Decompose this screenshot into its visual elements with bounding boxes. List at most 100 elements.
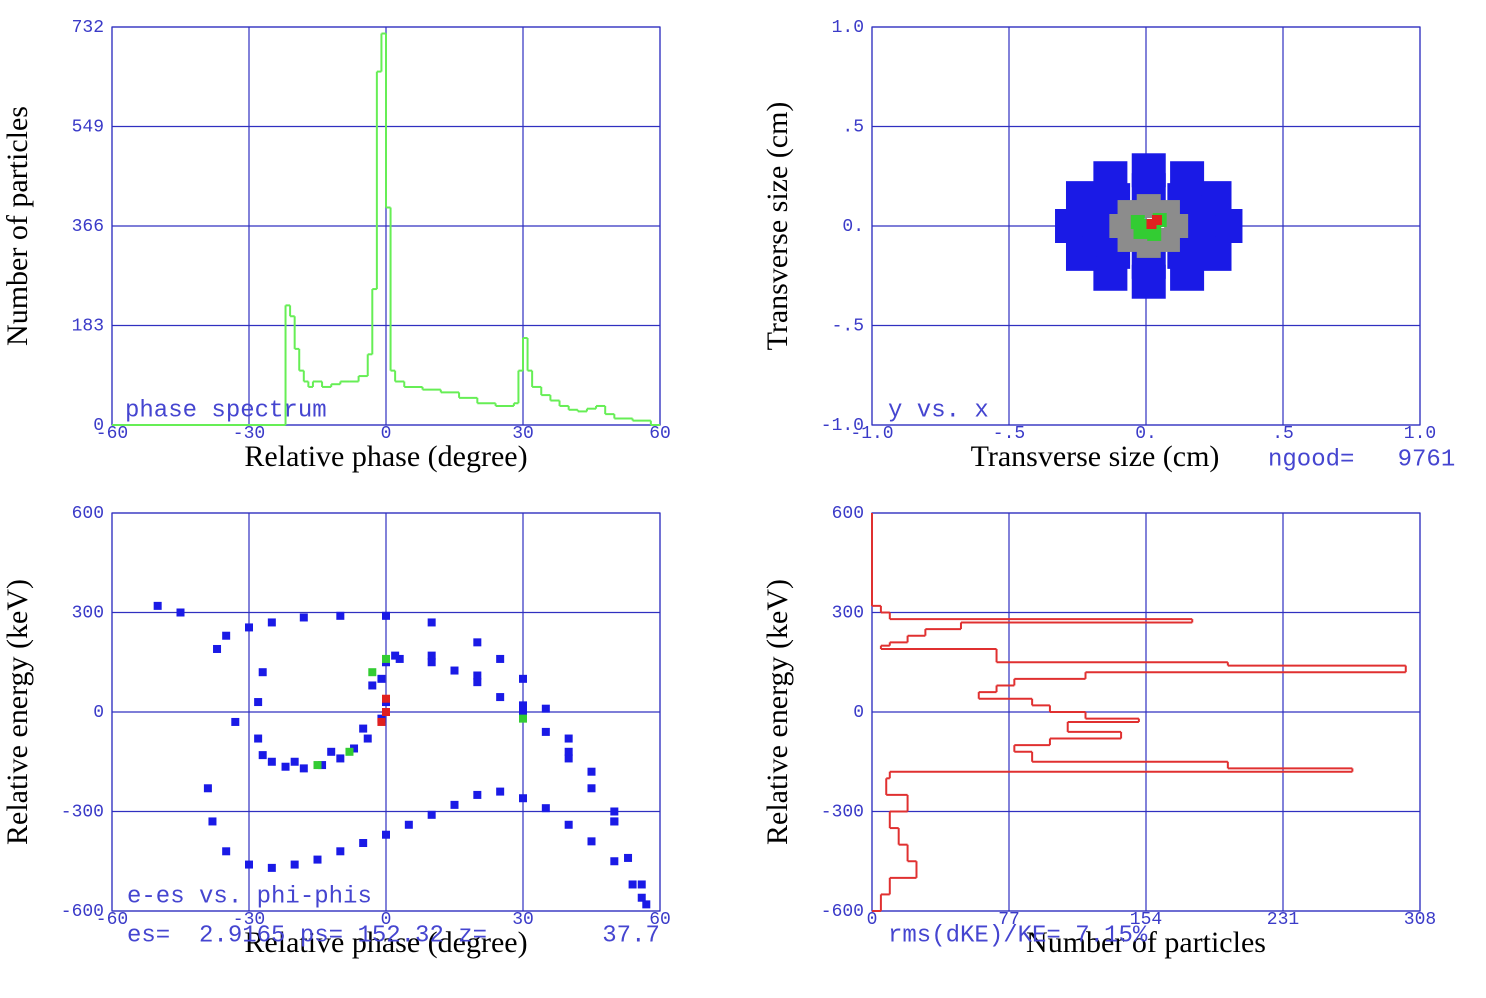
scatter-point: [564, 747, 573, 756]
scatter-point: [359, 839, 368, 848]
scatter-point: [267, 863, 276, 872]
y-axis-label: Number of particles: [1, 106, 34, 346]
x-tick-label: .5: [1272, 424, 1294, 444]
scatter-point: [222, 631, 231, 640]
x-tick-label: 0.: [1135, 424, 1157, 444]
y-tick-label: 0.: [842, 217, 864, 237]
x-tick-label: -30: [233, 424, 265, 444]
x-tick-label: -1.0: [850, 424, 893, 444]
y-tick-label: 0: [93, 416, 104, 436]
scatter-point: [318, 761, 327, 770]
scatter-point: [153, 601, 162, 610]
x-tick-label: 1.0: [1404, 424, 1436, 444]
scatter-point: [610, 807, 619, 816]
y-tick-label: 366: [72, 217, 104, 237]
scatter-point: [350, 744, 359, 753]
scatter-point: [382, 830, 390, 839]
y-tick-label: -300: [821, 802, 864, 822]
scatter-point: [208, 817, 217, 826]
y-tick-label: 600: [72, 504, 104, 524]
scatter-point: [587, 784, 596, 793]
scatter-point: [473, 678, 482, 687]
scatter-point: [496, 654, 505, 663]
x-tick-label: 0: [867, 910, 878, 930]
scatter-point: [258, 668, 267, 677]
y-tick-label: -.5: [832, 316, 864, 336]
annotation: rms(dKE)/KE= 7.15%: [888, 922, 1148, 949]
scatter-point: [519, 674, 527, 683]
annotation: phase spectrum: [125, 397, 327, 424]
scatter-point: [245, 623, 253, 632]
scatter-point: [382, 654, 390, 663]
scatter-point: [642, 900, 651, 909]
y-tick-label: 300: [72, 603, 104, 623]
x-axis-label: Transverse size (cm): [971, 440, 1220, 473]
x-tick-label: -.5: [993, 424, 1025, 444]
scatter-point: [473, 638, 482, 647]
scatter-point: [628, 880, 637, 889]
scatter-point: [473, 790, 482, 799]
annotation: e-es vs. phi-phis: [127, 883, 372, 910]
x-axis-label: Relative phase (degree): [244, 440, 527, 473]
scatter-point: [345, 747, 354, 756]
x-tick-label: 30: [512, 910, 534, 930]
scatter-point: [519, 714, 527, 723]
y-axis-label: Relative energy (keV): [761, 579, 794, 845]
scatter-point: [336, 847, 345, 856]
x-tick-label: 231: [1267, 910, 1299, 930]
scatter-point: [427, 810, 436, 819]
x-tick-label: 77: [998, 910, 1020, 930]
y-tick-label: 549: [72, 117, 104, 137]
x-tick-label: -60: [96, 424, 128, 444]
scatter-point: [382, 611, 390, 620]
scatter-point: [359, 724, 368, 733]
y-tick-label: 300: [832, 603, 864, 623]
annotation: es= 2.9165 ps= 152.32 z= 37.7: [127, 922, 660, 949]
scatter-point: [290, 860, 299, 869]
scatter-point: [637, 893, 646, 902]
scatter-point: [587, 837, 596, 846]
y-axis-label: Relative energy (keV): [1, 579, 34, 845]
y-tick-label: 600: [832, 504, 864, 524]
scatter-point: [450, 800, 459, 809]
scatter-point: [395, 654, 404, 663]
plot-frame: [111, 512, 661, 912]
scatter-point: [637, 880, 646, 889]
y-tick-label: 183: [72, 316, 104, 336]
scatter-point: [203, 784, 212, 793]
scatter-point: [1146, 219, 1157, 230]
scatter-point: [254, 698, 263, 707]
annotation: y vs. x: [888, 397, 989, 424]
scatter-point: [327, 747, 336, 756]
x-tick-label: 0: [381, 424, 392, 444]
scatter-point: [610, 857, 619, 866]
scatter-point: [1133, 224, 1148, 239]
x-tick-label: 30: [512, 424, 534, 444]
scatter-point: [496, 693, 505, 702]
scatter-point: [587, 767, 596, 776]
scatter-point: [258, 751, 267, 760]
y-tick-label: -300: [61, 802, 104, 822]
scatter-point: [541, 727, 550, 736]
plot-frame: [871, 512, 1421, 912]
plot-frame: [871, 26, 1421, 426]
y-tick-label: 0: [853, 703, 864, 723]
y-axis-label: Transverse size (cm): [761, 102, 794, 351]
scatter-point: [281, 762, 290, 771]
x-axis-label: Relative phase (degree): [244, 926, 527, 959]
scatter-point: [1151, 215, 1162, 226]
scatter-point: [427, 651, 436, 660]
scatter-point: [519, 708, 527, 716]
scatter-point: [313, 855, 322, 864]
scatter-point: [313, 761, 322, 770]
x-tick-label: 60: [649, 424, 671, 444]
x-tick-label: 154: [1130, 910, 1162, 930]
scatter-point: [1147, 226, 1162, 241]
scatter-point: [450, 666, 459, 675]
scatter-point: [564, 820, 573, 829]
scatter-point: [336, 754, 345, 763]
y-tick-label: 732: [72, 18, 104, 38]
scatter-point: [299, 613, 308, 622]
scatter-point: [222, 847, 231, 856]
